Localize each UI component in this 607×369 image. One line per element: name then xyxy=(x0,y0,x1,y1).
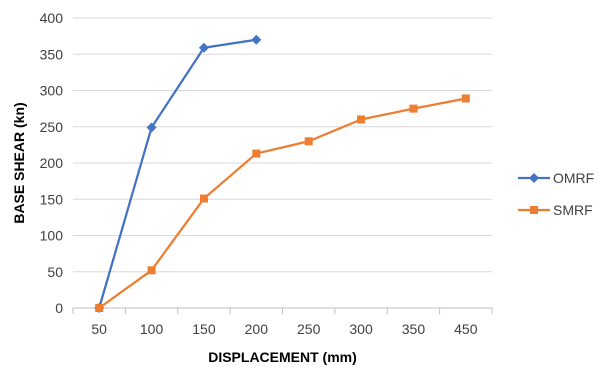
x-tick-label: 350 xyxy=(402,321,426,337)
x-tick-label: 50 xyxy=(91,321,107,337)
legend-label: OMRF xyxy=(553,170,594,186)
data-point-omrf xyxy=(251,34,262,45)
data-point-smrf xyxy=(147,266,156,275)
data-point-smrf xyxy=(304,137,313,146)
x-tick-label: 300 xyxy=(349,321,373,337)
x-tick-label: 100 xyxy=(140,321,164,337)
legend: OMRF SMRF xyxy=(518,170,594,218)
y-tick-label: 400 xyxy=(40,10,64,26)
y-tick-label: 350 xyxy=(40,46,64,62)
legend-marker xyxy=(530,206,538,214)
y-tick-label: 300 xyxy=(40,83,64,99)
y-tick-label: 250 xyxy=(40,119,64,135)
data-point-smrf xyxy=(409,104,418,113)
series-smrf xyxy=(95,94,470,312)
y-axis-ticks: 0 50 100 150 200 250 300 350 400 xyxy=(40,10,64,316)
data-point-omrf xyxy=(146,122,157,133)
y-tick-label: 0 xyxy=(55,300,63,316)
data-point-smrf xyxy=(461,94,470,103)
x-tick-label: 200 xyxy=(245,321,269,337)
series-line-smrf xyxy=(98,97,467,309)
legend-label: SMRF xyxy=(553,202,593,218)
x-tick-label: 150 xyxy=(192,321,216,337)
series-line-omrf xyxy=(98,38,257,309)
x-axis-title: DISPLACEMENT (mm) xyxy=(208,349,357,365)
legend-marker xyxy=(529,173,539,183)
data-point-smrf xyxy=(252,149,261,158)
legend-item-smrf: SMRF xyxy=(518,202,593,218)
gridlines xyxy=(73,17,492,273)
series-layer xyxy=(94,34,470,313)
y-tick-label: 150 xyxy=(40,191,64,207)
data-point-smrf xyxy=(199,194,208,203)
y-tick-label: 50 xyxy=(47,264,63,280)
x-axis-ticks: 50 100 150 200 250 300 350 450 xyxy=(91,321,477,337)
y-tick-label: 200 xyxy=(40,155,64,171)
data-point-smrf xyxy=(95,304,104,312)
legend-item-omrf: OMRF xyxy=(518,170,594,186)
x-tick-label: 250 xyxy=(297,321,321,337)
y-tick-label: 100 xyxy=(40,228,64,244)
x-tick-label: 450 xyxy=(454,321,478,337)
y-axis-title: BASE SHEAR (kn) xyxy=(11,102,27,223)
data-point-smrf xyxy=(357,115,366,124)
data-point-omrf xyxy=(198,42,209,53)
axes xyxy=(72,307,493,314)
